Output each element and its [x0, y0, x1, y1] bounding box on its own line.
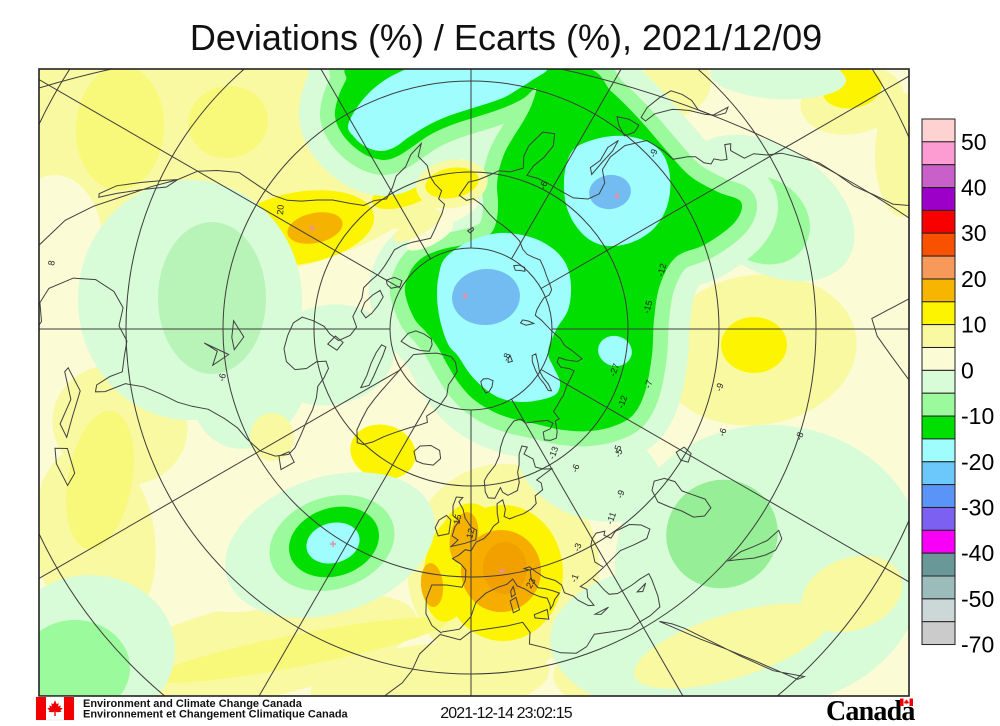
svg-text:2021-12-14 23:02:15: 2021-12-14 23:02:15 — [440, 705, 572, 722]
svg-text:Environnement et Changement Cl: Environnement et Changement Climatique C… — [83, 709, 349, 721]
svg-text:-70: -70 — [961, 632, 994, 658]
svg-text:-3: -3 — [571, 542, 583, 553]
svg-text:-50: -50 — [961, 586, 994, 612]
svg-text:-9: -9 — [647, 148, 659, 159]
svg-text:-8: -8 — [793, 431, 805, 442]
svg-text:-10: -10 — [961, 403, 994, 429]
svg-text:-5: -5 — [611, 444, 623, 455]
svg-text:50: 50 — [961, 129, 987, 155]
svg-text:-6: -6 — [569, 463, 581, 474]
svg-text:0: 0 — [961, 357, 974, 383]
svg-text:-12: -12 — [615, 394, 629, 410]
svg-text:15: 15 — [451, 513, 463, 525]
svg-text:-8: -8 — [500, 352, 512, 363]
svg-text:-15: -15 — [641, 299, 654, 314]
svg-text:-27: -27 — [607, 362, 621, 378]
svg-text:-30: -30 — [961, 495, 994, 521]
svg-text:40: 40 — [961, 175, 987, 201]
svg-text:-5: -5 — [612, 448, 624, 459]
svg-text:-6: -6 — [716, 427, 728, 438]
svg-text:Deviations (%) / Ecarts (%), 2: Deviations (%) / Ecarts (%), 2021/12/09 — [190, 17, 822, 58]
svg-text:-20: -20 — [961, 449, 994, 475]
svg-text:20: 20 — [961, 266, 987, 292]
svg-text:-6: -6 — [537, 180, 549, 191]
svg-text:-6: -6 — [216, 372, 228, 382]
svg-text:-40: -40 — [961, 540, 994, 566]
svg-text:-7: -7 — [642, 379, 654, 390]
svg-text:12: 12 — [464, 527, 476, 539]
svg-text:Environment and Climate Change: Environment and Climate Change Canada — [83, 698, 303, 710]
svg-text:-13: -13 — [546, 445, 560, 461]
svg-text:-1: -1 — [568, 573, 580, 584]
svg-text:20: 20 — [275, 204, 286, 215]
svg-text:10: 10 — [961, 312, 987, 338]
svg-text:30: 30 — [961, 220, 987, 246]
svg-text:8: 8 — [46, 260, 57, 267]
svg-text:-12: -12 — [655, 262, 668, 277]
svg-text:-11: -11 — [604, 511, 618, 526]
svg-text:-9: -9 — [713, 382, 725, 393]
svg-text:23: 23 — [524, 576, 538, 590]
svg-text:-9: -9 — [614, 489, 626, 500]
